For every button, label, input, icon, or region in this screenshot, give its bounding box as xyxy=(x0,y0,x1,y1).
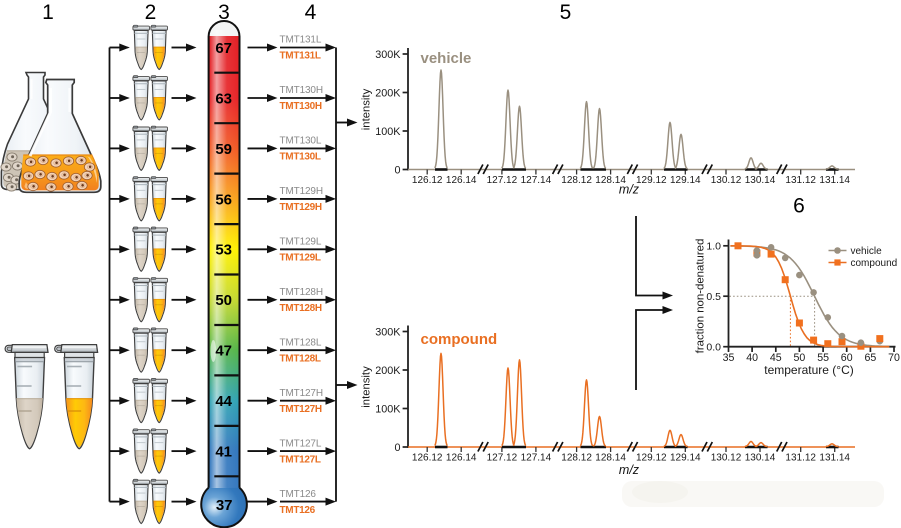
svg-text:126.14: 126.14 xyxy=(446,175,477,186)
svg-text:129.12: 129.12 xyxy=(636,175,667,186)
svg-text:TMT127H: TMT127H xyxy=(280,404,322,415)
svg-text:TMT128H: TMT128H xyxy=(280,303,322,314)
svg-text:127.12: 127.12 xyxy=(487,175,518,186)
svg-text:TMT130L: TMT130L xyxy=(280,152,321,163)
svg-text:200K: 200K xyxy=(375,365,401,377)
svg-text:2: 2 xyxy=(145,1,157,24)
svg-text:131.12: 131.12 xyxy=(785,175,816,186)
svg-text:TMT129H: TMT129H xyxy=(280,202,322,213)
svg-text:TMT127L: TMT127L xyxy=(280,454,321,465)
svg-text:intensity: intensity xyxy=(361,366,373,408)
svg-text:59: 59 xyxy=(215,141,232,158)
svg-text:127.14: 127.14 xyxy=(521,175,552,186)
svg-text:TMT130H: TMT130H xyxy=(280,85,323,96)
svg-text:100K: 100K xyxy=(375,126,401,138)
svg-text:50: 50 xyxy=(794,352,806,364)
svg-text:131.14: 131.14 xyxy=(819,453,850,464)
svg-text:130.12: 130.12 xyxy=(711,175,742,186)
svg-text:6: 6 xyxy=(793,195,805,218)
svg-text:128.12: 128.12 xyxy=(561,453,592,464)
svg-text:TMT129L: TMT129L xyxy=(280,253,321,264)
svg-text:vehicle: vehicle xyxy=(851,246,883,257)
svg-text:4: 4 xyxy=(305,1,317,24)
svg-text:TMT128L: TMT128L xyxy=(280,337,322,348)
svg-text:131.12: 131.12 xyxy=(785,453,816,464)
svg-text:m/z: m/z xyxy=(619,463,640,477)
svg-text:TMT131L: TMT131L xyxy=(280,35,322,46)
svg-text:60: 60 xyxy=(841,352,853,364)
svg-text:129.14: 129.14 xyxy=(670,453,701,464)
svg-text:0: 0 xyxy=(394,164,400,176)
svg-text:TMT130H: TMT130H xyxy=(280,101,322,112)
svg-text:TMT128L: TMT128L xyxy=(280,353,321,364)
svg-text:TMT127H: TMT127H xyxy=(280,388,323,399)
svg-text:126.14: 126.14 xyxy=(446,453,477,464)
svg-text:127.12: 127.12 xyxy=(487,453,518,464)
svg-text:compound: compound xyxy=(851,258,898,269)
svg-text:44: 44 xyxy=(215,393,232,410)
svg-text:131.14: 131.14 xyxy=(819,175,850,186)
svg-text:0.0: 0.0 xyxy=(706,341,721,353)
svg-text:1.0: 1.0 xyxy=(706,241,721,253)
svg-text:0.5: 0.5 xyxy=(706,291,721,303)
svg-text:67: 67 xyxy=(215,40,232,57)
svg-text:129.12: 129.12 xyxy=(636,453,667,464)
svg-text:128.14: 128.14 xyxy=(595,453,626,464)
svg-text:55: 55 xyxy=(817,352,829,364)
svg-text:56: 56 xyxy=(215,191,232,208)
svg-text:1: 1 xyxy=(42,1,54,24)
svg-text:53: 53 xyxy=(215,242,232,259)
svg-text:TMT130L: TMT130L xyxy=(280,136,322,147)
svg-text:TMT126: TMT126 xyxy=(280,489,317,500)
svg-text:47: 47 xyxy=(215,343,232,360)
svg-text:TMT129L: TMT129L xyxy=(280,237,322,248)
svg-text:vehicle: vehicle xyxy=(421,50,472,67)
svg-text:TMT128H: TMT128H xyxy=(280,287,323,298)
svg-text:TMT131L: TMT131L xyxy=(280,51,321,62)
svg-text:300K: 300K xyxy=(375,326,401,338)
svg-text:128.14: 128.14 xyxy=(595,175,626,186)
svg-text:37: 37 xyxy=(216,497,233,514)
svg-text:m/z: m/z xyxy=(619,183,640,197)
svg-text:compound: compound xyxy=(421,331,498,348)
svg-text:126.12: 126.12 xyxy=(412,175,443,186)
svg-text:129.14: 129.14 xyxy=(670,175,701,186)
svg-text:temperature (°C): temperature (°C) xyxy=(764,363,854,377)
svg-text:130.14: 130.14 xyxy=(745,175,776,186)
svg-text:130.14: 130.14 xyxy=(745,453,776,464)
svg-text:65: 65 xyxy=(865,352,877,364)
svg-text:50: 50 xyxy=(215,292,232,309)
svg-text:70: 70 xyxy=(888,352,900,364)
svg-text:3: 3 xyxy=(218,1,230,24)
svg-text:intensity: intensity xyxy=(361,88,373,130)
svg-text:100K: 100K xyxy=(375,403,401,415)
svg-text:200K: 200K xyxy=(375,87,401,99)
svg-text:0: 0 xyxy=(394,442,400,454)
svg-text:127.14: 127.14 xyxy=(521,453,552,464)
svg-text:300K: 300K xyxy=(375,49,401,61)
svg-text:fraction non-denatured: fraction non-denatured xyxy=(695,239,707,354)
svg-text:35: 35 xyxy=(723,352,735,364)
svg-text:TMT127L: TMT127L xyxy=(280,438,322,449)
svg-text:5: 5 xyxy=(560,1,572,24)
svg-text:TMT129H: TMT129H xyxy=(280,186,323,197)
svg-text:41: 41 xyxy=(215,444,232,461)
svg-text:126.12: 126.12 xyxy=(412,453,443,464)
svg-text:TMT126: TMT126 xyxy=(280,505,316,516)
svg-text:63: 63 xyxy=(215,90,232,107)
svg-text:128.12: 128.12 xyxy=(561,175,592,186)
svg-text:45: 45 xyxy=(770,352,782,364)
svg-text:130.12: 130.12 xyxy=(711,453,742,464)
svg-text:40: 40 xyxy=(746,352,758,364)
